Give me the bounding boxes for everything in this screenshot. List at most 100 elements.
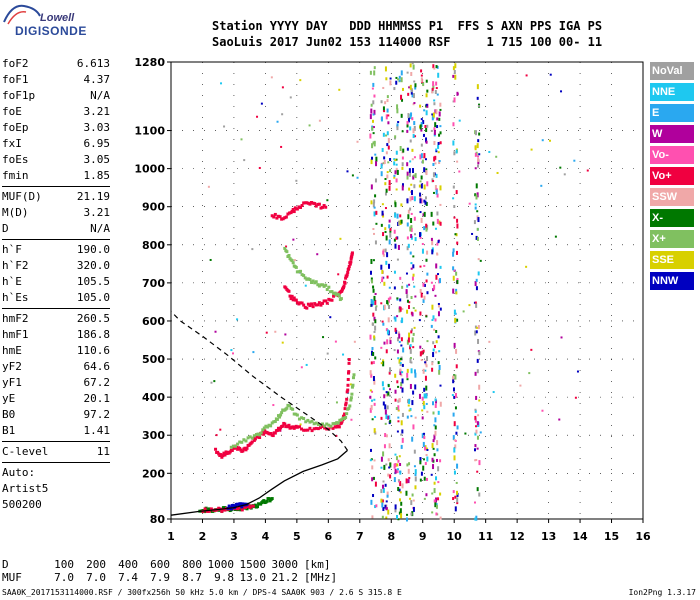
echo-trace-mark (297, 205, 301, 209)
noise-mark (412, 424, 415, 430)
echo-trace-mark (276, 214, 280, 218)
noise-mark (431, 304, 434, 310)
echo-trace-mark (254, 433, 258, 437)
echo-trace-mark (331, 426, 335, 430)
noise-mark (396, 463, 399, 467)
noise-mark (393, 176, 396, 179)
noise-mark (423, 153, 426, 159)
noise-mark (405, 478, 408, 484)
noise-mark (474, 371, 477, 376)
y-tick-label: 900 (142, 201, 165, 214)
noise-mark (414, 83, 417, 88)
noise-mark (400, 113, 403, 118)
noise-mark (425, 454, 428, 457)
noise-mark (411, 158, 414, 161)
noise-mark (437, 466, 440, 472)
noise-mark (410, 512, 413, 516)
scatter-mark (530, 348, 533, 351)
noise-mark (401, 371, 404, 374)
noise-mark (380, 346, 383, 349)
noise-mark (422, 465, 425, 471)
noise-mark (389, 169, 392, 173)
echo-trace-mark (291, 208, 295, 212)
noise-mark (372, 126, 375, 129)
echo-trace-mark (332, 291, 336, 295)
echo-trace-mark (292, 210, 296, 214)
echo-trace-mark (231, 503, 235, 507)
noise-mark (435, 504, 438, 509)
echo-trace-mark (302, 416, 306, 420)
noise-mark (452, 251, 455, 257)
echo-trace-mark (348, 404, 352, 408)
noise-mark (400, 219, 403, 224)
echo-trace-mark (256, 432, 260, 436)
param-row: C-level 11 (2, 444, 110, 460)
noise-mark (373, 199, 376, 204)
noise-mark (421, 248, 424, 254)
param-separator (2, 239, 110, 240)
scatter-mark (456, 93, 459, 96)
echo-trace-mark (270, 421, 274, 425)
scatter-mark (471, 232, 474, 235)
echo-trace-mark (284, 286, 288, 290)
echo-trace-mark (327, 427, 331, 431)
scatter-mark (334, 340, 337, 343)
noise-mark (412, 175, 415, 180)
echo-trace-mark (285, 406, 289, 410)
noise-mark (399, 463, 402, 467)
noise-mark (374, 415, 377, 418)
param-name: h`F2 (2, 259, 29, 272)
noise-mark (401, 429, 404, 434)
param-name: D (2, 222, 9, 235)
muf-value: 8.7 (182, 571, 202, 584)
param-value: 20.1 (83, 392, 111, 405)
noise-mark (370, 184, 373, 190)
noise-mark (452, 275, 455, 281)
echo-trace-mark (319, 206, 323, 210)
noise-mark (421, 159, 424, 164)
noise-mark (382, 253, 385, 257)
muf-value: 7.0 (86, 571, 106, 584)
echo-trace-mark (306, 428, 310, 432)
noise-mark (439, 221, 442, 226)
echo-trace-mark (323, 424, 327, 428)
legend-entry-ssw: SSW (650, 188, 694, 206)
noise-mark (432, 401, 435, 406)
echo-trace-mark (308, 278, 312, 282)
noise-mark (383, 160, 386, 165)
noise-mark (433, 488, 436, 494)
scatter-mark (335, 434, 338, 437)
noise-mark (434, 425, 437, 430)
scatter-mark (554, 235, 557, 238)
noise-mark (476, 447, 479, 450)
echo-trace-mark (310, 281, 314, 285)
echo-trace-mark (341, 416, 345, 420)
echo-trace-mark (343, 407, 347, 411)
noise-mark (477, 423, 480, 427)
scatter-mark (258, 166, 261, 169)
noise-mark (382, 361, 385, 367)
noise-mark (413, 156, 416, 159)
noise-mark (393, 349, 396, 352)
echo-trace-mark (316, 427, 320, 431)
param-row: foF1 4.37 (2, 72, 110, 88)
distance-value: 400 (118, 558, 138, 571)
noise-mark (372, 202, 375, 208)
noise-mark (439, 125, 442, 128)
y-tick-label: 300 (142, 429, 165, 442)
noise-mark (477, 139, 480, 143)
noise-mark (393, 87, 396, 91)
scatter-mark (479, 259, 482, 262)
lowell-digisonde-logo: Lowell DIGISONDE (2, 2, 122, 44)
noise-mark (380, 302, 383, 305)
noise-mark (431, 492, 434, 495)
noise-mark (389, 388, 392, 391)
noise-mark (384, 207, 387, 210)
noise-mark (381, 499, 384, 503)
noise-mark (422, 133, 425, 137)
echo-trace-mark (336, 292, 340, 296)
echo-trace-mark (317, 284, 321, 288)
x-tick-label: 9 (419, 530, 427, 543)
noise-mark (456, 218, 459, 223)
noise-mark (419, 124, 422, 130)
